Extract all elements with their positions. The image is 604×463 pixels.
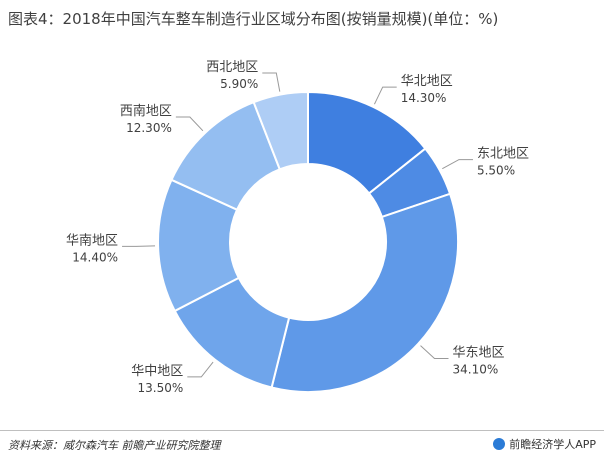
value-label-2: 34.10% xyxy=(452,363,498,377)
leader-line-5 xyxy=(175,116,204,132)
value-label-4: 14.40% xyxy=(72,250,118,264)
category-label-6: 西北地区 xyxy=(206,60,258,75)
category-label-3: 华中地区 xyxy=(131,364,183,379)
value-label-0: 14.30% xyxy=(401,91,447,105)
leader-line-6 xyxy=(262,72,281,92)
value-label-1: 5.50% xyxy=(477,164,515,178)
leader-line-0 xyxy=(373,86,397,105)
leader-line-3 xyxy=(187,361,214,378)
category-label-4: 华南地区 xyxy=(66,232,118,248)
slice-2 xyxy=(270,192,459,393)
source-note: 资料来源：威尔森汽车 前瞻产业研究院整理 xyxy=(8,439,221,452)
chart-svg: 华北地区 14.30% 东北地区 5.50% 华东地区 34.10% 华中地区 13.50% 华… xyxy=(66,60,529,395)
footer-divider xyxy=(0,430,604,431)
leader-line-1 xyxy=(442,159,473,170)
category-label-1: 东北地区 xyxy=(477,147,529,162)
donut-chart: 华北地区 14.30% 东北地区 5.50% 华东地区 34.10% 华中地区 13.50% 华… xyxy=(0,40,604,430)
qianzhan-logo-icon xyxy=(493,438,506,450)
category-label-5: 西南地区 xyxy=(120,103,172,119)
category-label-2: 华东地区 xyxy=(452,346,504,361)
value-label-3: 13.50% xyxy=(138,381,184,395)
chart-title: 图表4：2018年中国汽车整车制造行业区域分布图(按销量规模)(单位：%) xyxy=(8,10,499,28)
value-label-5: 12.30% xyxy=(126,121,172,135)
slices-group xyxy=(157,90,459,393)
leader-line-2 xyxy=(420,345,449,360)
value-label-6: 5.90% xyxy=(220,77,258,91)
brand: 前瞻经济学人APP xyxy=(493,436,596,452)
category-label-0: 华北地区 xyxy=(401,74,453,89)
brand-label: 前瞻经济学人APP xyxy=(509,438,596,451)
labels-group: 华北地区 14.30% 东北地区 5.50% 华东地区 34.10% 华中地区 13.50% 华… xyxy=(66,60,529,395)
footer: 资料来源：威尔森汽车 前瞻产业研究院整理 前瞻经济学人APP xyxy=(0,430,604,463)
slice-6 xyxy=(252,90,309,171)
